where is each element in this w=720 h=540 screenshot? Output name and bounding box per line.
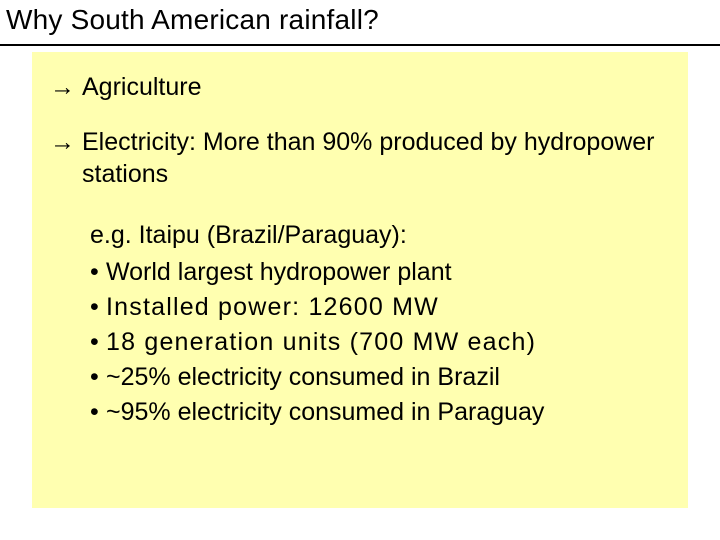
slide: Why South American rainfall? → Agricultu… (0, 0, 720, 540)
point-electricity: → Electricity: More than 90% produced by… (50, 127, 670, 190)
bullet-icon: • (90, 360, 106, 395)
slide-title: Why South American rainfall? (6, 4, 379, 36)
bullet-text: 18 generation units (700 MW each) (106, 325, 536, 360)
bullet-text: ~95% electricity consumed in Paraguay (106, 395, 544, 430)
example-heading: e.g. Itaipu (Brazil/Paraguay): (90, 218, 670, 253)
point-text: Agriculture (82, 72, 670, 103)
bullet-text: Installed power: 12600 MW (106, 290, 439, 325)
bullet-icon: • (90, 395, 106, 430)
arrow-icon: → (50, 72, 82, 103)
example-bullet: • World largest hydropower plant (90, 255, 670, 290)
point-agriculture: → Agriculture (50, 72, 670, 103)
bullet-icon: • (90, 325, 106, 360)
example-bullet: • ~95% electricity consumed in Paraguay (90, 395, 670, 430)
content-box: → Agriculture → Electricity: More than 9… (32, 52, 688, 508)
example-bullet: • 18 generation units (700 MW each) (90, 325, 670, 360)
bullet-text: World largest hydropower plant (106, 255, 452, 290)
title-underline (0, 44, 720, 46)
point-text: Electricity: More than 90% produced by h… (82, 127, 670, 190)
example-bullet: • ~25% electricity consumed in Brazil (90, 360, 670, 395)
bullet-icon: • (90, 290, 106, 325)
bullet-icon: • (90, 255, 106, 290)
example-bullet: • Installed power: 12600 MW (90, 290, 670, 325)
bullet-text: ~25% electricity consumed in Brazil (106, 360, 500, 395)
arrow-icon: → (50, 127, 82, 158)
example-block: e.g. Itaipu (Brazil/Paraguay): • World l… (90, 218, 670, 430)
